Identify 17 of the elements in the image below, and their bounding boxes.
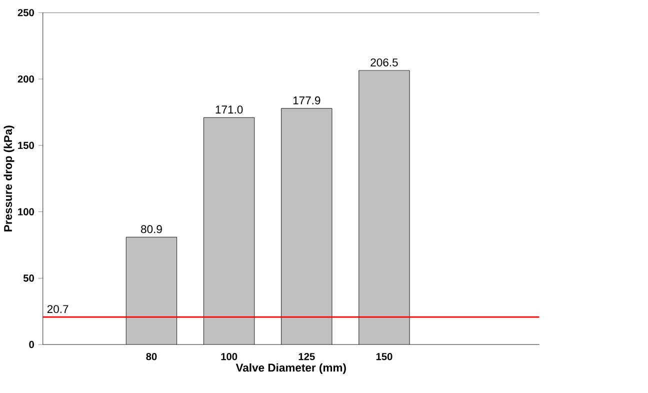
y-tick-label: 50 (23, 274, 34, 282)
y-tick-label: 0 (29, 340, 34, 348)
data-label: 177.9 (293, 96, 320, 104)
x-tick-label: 150 (376, 352, 392, 360)
data-label: 206.5 (370, 58, 398, 66)
y-tick-label: 150 (18, 142, 34, 149)
y-axis-title: Pressure drop (kPa) (4, 125, 14, 232)
x-axis-title: Valve Diameter (mm) (236, 363, 346, 374)
y-tick-label: 250 (18, 8, 34, 16)
x-tick-label: 100 (221, 352, 238, 360)
x-tick-label: 125 (298, 352, 315, 360)
y-tick-label: 100 (18, 208, 34, 216)
data-label: 171.0 (216, 105, 243, 114)
x-tick-label: 80 (146, 352, 157, 360)
y-tick-label: 200 (18, 75, 34, 82)
data-label: 80.9 (141, 224, 162, 233)
ref-line-label: 20.7 (47, 304, 68, 313)
